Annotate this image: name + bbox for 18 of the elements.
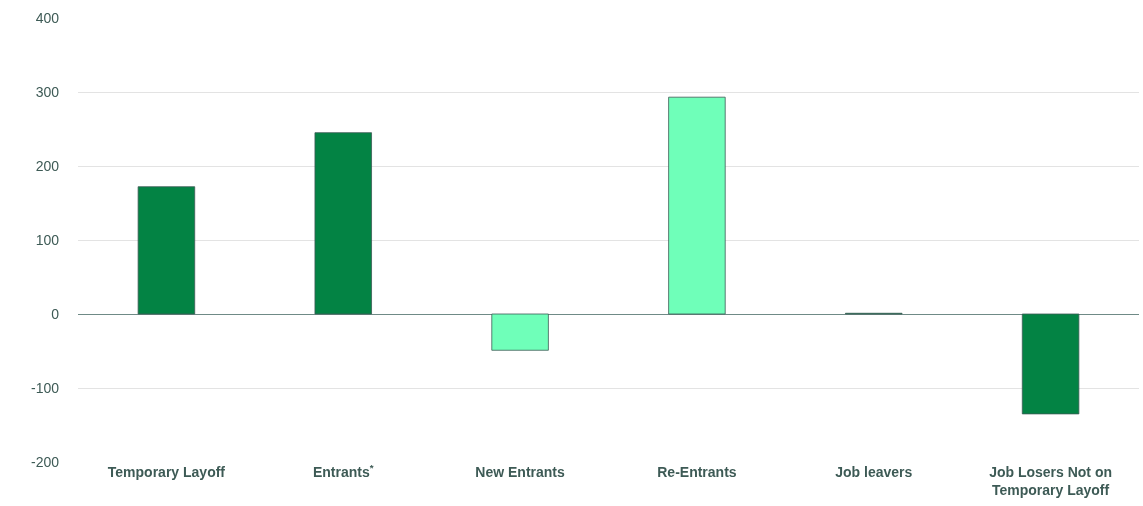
y-tick-label: 300: [35, 83, 60, 100]
x-tick-label: Re-Entrants: [657, 464, 737, 480]
y-tick-label: 0: [51, 305, 60, 322]
bar: [1021, 313, 1080, 415]
x-tick-label: Entrants$^{*}$: [312, 462, 374, 480]
bar: [491, 313, 549, 351]
y-tick-label: 400: [35, 9, 60, 26]
x-tick-label: New Entrants: [475, 464, 566, 480]
bar: [668, 96, 726, 315]
x-tick-label: Job leavers: [835, 464, 913, 480]
y-tick-label: 100: [35, 231, 60, 248]
bar: [314, 132, 372, 315]
bar: [137, 186, 196, 315]
x-tick-label: Job Losers Not on Temporary Layoff: [989, 464, 1113, 499]
y-tick-label: 200: [35, 157, 60, 174]
y-tick-label: -100: [30, 379, 60, 396]
y-tick-label: -200: [30, 453, 60, 470]
x-tick-label: Temporary Layoff: [107, 464, 226, 480]
